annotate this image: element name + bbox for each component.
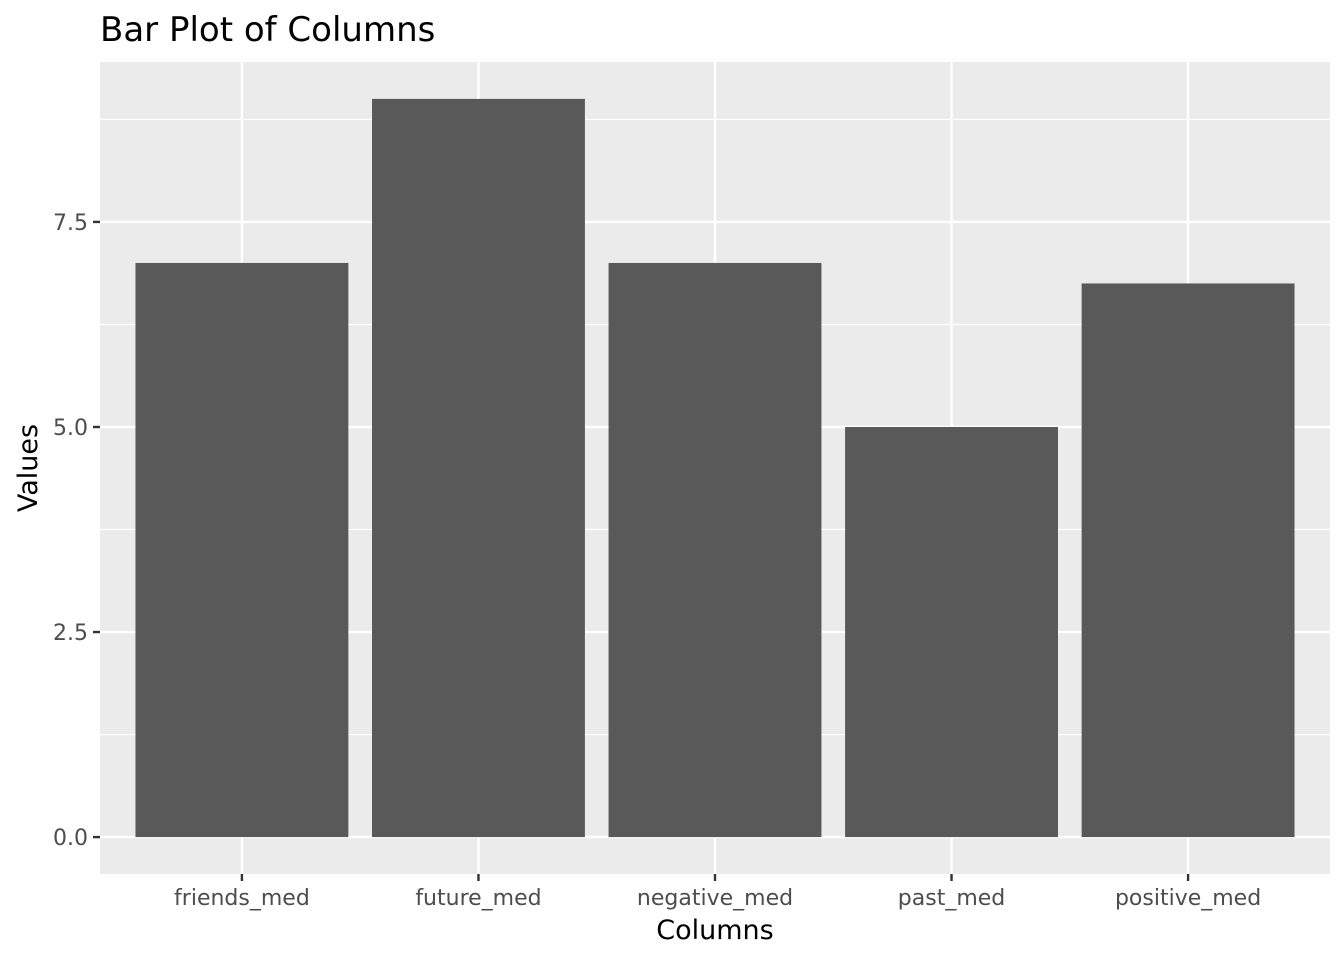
y-axis-title: Values [13, 424, 44, 512]
bar-future_med [372, 98, 585, 838]
x-tick-label: negative_med [637, 886, 793, 911]
bar-past_med [845, 426, 1058, 838]
x-axis-title: Columns [656, 915, 773, 946]
bar-negative_med [608, 262, 822, 838]
x-axis: friends_med future_med negative_med past_me… [174, 874, 1261, 911]
bars [135, 98, 1295, 838]
y-tick-label: 7.5 [53, 211, 88, 236]
x-tick-label: future_med [415, 886, 541, 911]
y-tick-label: 0.0 [53, 826, 88, 851]
bar-positive_med [1081, 283, 1295, 838]
y-tick-label: 5.0 [53, 416, 88, 441]
bar-friends_med [135, 262, 349, 838]
y-tick-label: 2.5 [53, 621, 88, 646]
x-tick-label: friends_med [174, 886, 310, 911]
x-tick-label: positive_med [1115, 886, 1261, 911]
x-tick-label: past_med [898, 886, 1005, 911]
y-axis: 0.0 2.5 5.0 7.5 [53, 211, 100, 851]
chart-title: Bar Plot of Columns [100, 10, 435, 50]
